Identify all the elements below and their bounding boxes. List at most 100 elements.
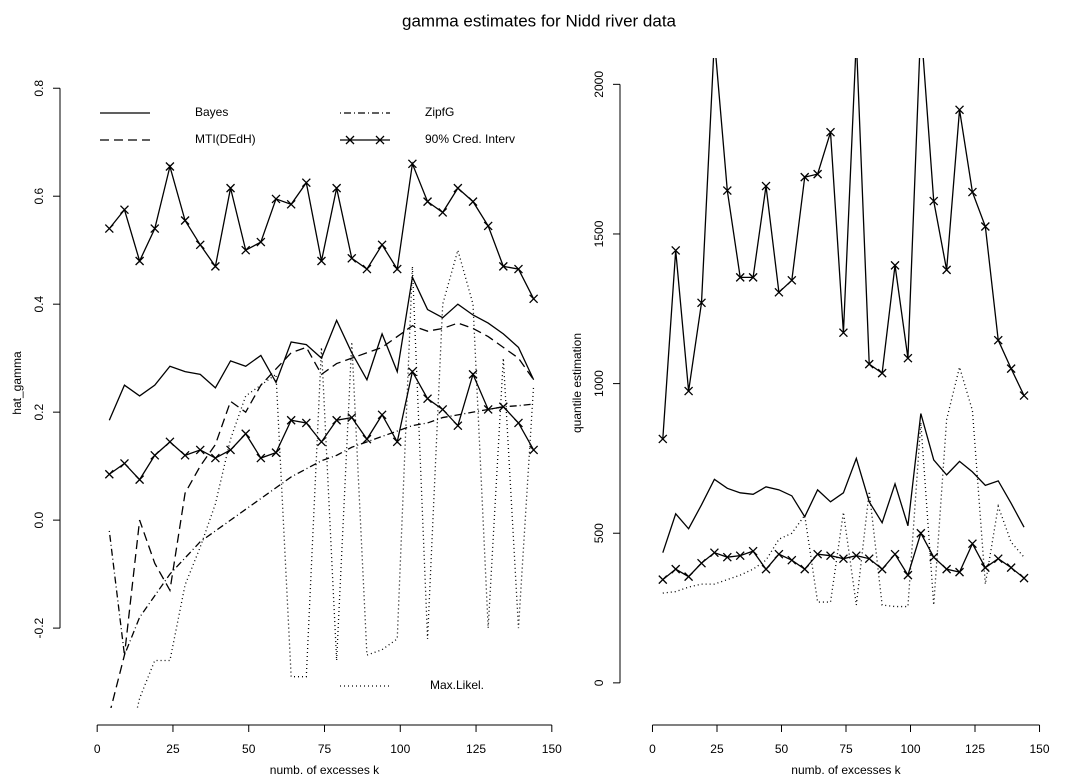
cross-marker bbox=[256, 453, 266, 463]
cross-marker bbox=[317, 437, 326, 447]
cross-marker bbox=[180, 450, 190, 460]
cross-marker bbox=[210, 453, 220, 463]
cross-marker bbox=[1019, 573, 1029, 583]
cross-marker bbox=[1006, 563, 1016, 573]
cross-marker bbox=[150, 450, 160, 460]
cross-marker bbox=[104, 224, 114, 234]
cross-marker bbox=[407, 367, 417, 377]
x-tick-label: 150 bbox=[1030, 742, 1050, 756]
cross-marker bbox=[483, 404, 493, 414]
x-tick-label: 0 bbox=[94, 742, 101, 756]
legend-label: MTI(DEdH) bbox=[195, 132, 256, 146]
cross-marker bbox=[916, 528, 926, 538]
cross-marker bbox=[697, 298, 706, 308]
legend-marker bbox=[375, 135, 385, 145]
cross-marker bbox=[438, 207, 448, 217]
cross-marker bbox=[392, 264, 402, 274]
y-axis-title: hat_gamma bbox=[10, 351, 24, 415]
y-axis-title: quantile estimation bbox=[570, 333, 584, 433]
cross-marker bbox=[271, 194, 281, 204]
figure-title: gamma estimates for Nidd river data bbox=[402, 11, 677, 30]
cross-marker bbox=[787, 275, 797, 285]
cross-marker bbox=[671, 245, 681, 255]
cross-marker bbox=[195, 240, 205, 250]
cross-marker bbox=[377, 410, 387, 420]
cross-marker bbox=[377, 240, 387, 250]
plot-area bbox=[104, 159, 539, 708]
cross-marker bbox=[1019, 391, 1029, 401]
cross-marker bbox=[529, 445, 539, 455]
cross-marker bbox=[347, 253, 357, 263]
y-tick-label: 2000 bbox=[592, 71, 606, 98]
cross-marker bbox=[1006, 364, 1016, 374]
cross-marker bbox=[787, 555, 797, 565]
cross-marker bbox=[241, 429, 251, 439]
cross-marker bbox=[286, 415, 296, 425]
cross-marker bbox=[800, 172, 810, 182]
cross-marker bbox=[826, 551, 835, 561]
cross-marker bbox=[813, 549, 823, 559]
cross-marker bbox=[697, 558, 706, 568]
cross-marker bbox=[438, 404, 448, 414]
cross-marker bbox=[301, 178, 311, 188]
x-tick-label: 100 bbox=[390, 742, 410, 756]
x-axis-title: numb. of excesses k bbox=[791, 763, 901, 777]
cross-marker bbox=[407, 159, 417, 169]
cross-marker bbox=[748, 546, 758, 556]
cross-marker bbox=[684, 572, 694, 582]
panel: 0 25 50 75 100 125 150 numb. of excesses k -0.2 0… bbox=[10, 80, 562, 778]
x-tick-label: 125 bbox=[965, 742, 985, 756]
cross-marker bbox=[761, 564, 771, 574]
y-tick-label: 0.0 bbox=[32, 511, 46, 528]
x-tick-label: 75 bbox=[318, 742, 332, 756]
cross-marker bbox=[800, 564, 810, 574]
x-tick-label: 50 bbox=[242, 742, 256, 756]
cross-marker bbox=[241, 245, 251, 255]
series-line bbox=[662, 413, 1025, 553]
cross-marker bbox=[317, 256, 326, 266]
cross-marker bbox=[104, 469, 114, 479]
cross-marker bbox=[453, 421, 463, 431]
legend-item: 90% Cred. Interv bbox=[340, 132, 515, 146]
x-axis-title: numb. of excesses k bbox=[270, 763, 380, 777]
x-tick-label: 150 bbox=[542, 742, 562, 756]
x-tick-label: 125 bbox=[466, 742, 486, 756]
y-tick-label: 0.6 bbox=[32, 188, 46, 205]
cross-marker bbox=[483, 221, 493, 231]
x-tick-label: 25 bbox=[710, 742, 724, 756]
cross-marker bbox=[658, 575, 668, 585]
x-tick-label: 75 bbox=[839, 742, 853, 756]
cross-marker bbox=[362, 264, 372, 274]
cross-marker bbox=[993, 554, 1003, 564]
legend-label: 90% Cred. Interv bbox=[425, 132, 515, 146]
cross-marker bbox=[180, 216, 190, 225]
legend-label: Bayes bbox=[195, 105, 228, 119]
cross-marker bbox=[967, 539, 977, 549]
series-line bbox=[110, 322, 535, 708]
series-line bbox=[136, 247, 535, 708]
cross-marker bbox=[980, 222, 990, 231]
cross-marker bbox=[165, 437, 175, 447]
legend-item: Bayes bbox=[100, 105, 228, 119]
cross-marker bbox=[347, 413, 357, 423]
x-tick-label: 0 bbox=[649, 742, 656, 756]
legend-label: Max.Likel. bbox=[430, 678, 484, 692]
cross-marker bbox=[826, 127, 835, 137]
cross-marker bbox=[774, 549, 784, 559]
x-tick-label: 100 bbox=[900, 742, 920, 756]
cross-marker bbox=[498, 261, 508, 271]
cross-marker bbox=[165, 162, 175, 171]
cross-marker bbox=[658, 434, 668, 444]
y-tick-label: 0 bbox=[592, 679, 606, 686]
cross-marker bbox=[877, 564, 887, 574]
series-line bbox=[108, 403, 534, 656]
cross-marker bbox=[838, 554, 848, 564]
cross-marker bbox=[301, 418, 311, 428]
x-tick-label: 25 bbox=[166, 742, 180, 756]
cross-marker bbox=[761, 181, 771, 191]
cross-marker bbox=[774, 287, 784, 297]
cross-marker bbox=[453, 183, 463, 193]
cross-marker bbox=[748, 272, 758, 282]
panel: 0 25 50 75 100 125 150 numb. of excesses k 0 500 1… bbox=[570, 58, 1050, 777]
